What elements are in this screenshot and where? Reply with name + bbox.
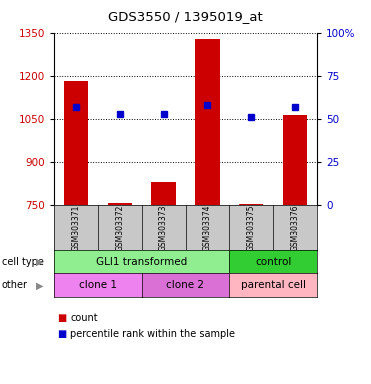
- Text: GSM303374: GSM303374: [203, 204, 212, 251]
- Text: cell type: cell type: [2, 257, 44, 266]
- Text: ▶: ▶: [36, 257, 44, 266]
- Text: ■: ■: [58, 329, 67, 339]
- Bar: [64, 81, 88, 205]
- Bar: [151, 182, 175, 205]
- Bar: [196, 39, 220, 205]
- Text: ▶: ▶: [36, 280, 44, 290]
- Text: GSM303373: GSM303373: [159, 204, 168, 251]
- Text: GSM303371: GSM303371: [71, 204, 80, 251]
- Text: clone 1: clone 1: [79, 280, 117, 290]
- Text: clone 2: clone 2: [167, 280, 204, 290]
- Text: GLI1 transformed: GLI1 transformed: [96, 257, 187, 266]
- Text: other: other: [2, 280, 28, 290]
- Text: parental cell: parental cell: [241, 280, 306, 290]
- Bar: [239, 204, 263, 205]
- Text: percentile rank within the sample: percentile rank within the sample: [70, 329, 236, 339]
- Text: count: count: [70, 313, 98, 323]
- Bar: [108, 204, 132, 205]
- Text: ■: ■: [58, 313, 67, 323]
- Text: GSM303372: GSM303372: [115, 204, 124, 251]
- Text: GSM303376: GSM303376: [291, 204, 300, 251]
- Text: GSM303375: GSM303375: [247, 204, 256, 251]
- Text: control: control: [255, 257, 292, 266]
- Bar: [283, 115, 307, 205]
- Text: GDS3550 / 1395019_at: GDS3550 / 1395019_at: [108, 10, 263, 23]
